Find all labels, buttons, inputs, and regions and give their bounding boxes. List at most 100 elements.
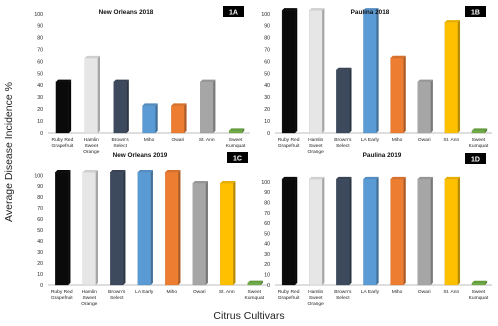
y-tick-label: 50 xyxy=(264,71,270,77)
bar xyxy=(336,69,350,134)
y-tick-label: 80 xyxy=(264,201,270,207)
y-tick-label: 50 xyxy=(37,228,43,234)
y-tick-label: 30 xyxy=(37,250,43,256)
panel-1a: 0 10 20 30 40 50 60 70 80 90 100 Ruby Red Grapefruit… xyxy=(34,6,250,155)
chart-title: Paulina 2019 xyxy=(363,152,402,159)
bar xyxy=(471,282,486,286)
bar-top xyxy=(229,128,245,131)
bar xyxy=(417,81,431,134)
category-label-line: St. Ann xyxy=(443,289,459,295)
bar-top xyxy=(171,103,187,106)
category-label: Miho xyxy=(144,137,155,143)
category-label-line: Miho xyxy=(392,137,403,143)
category-label-line: Owari xyxy=(418,137,431,143)
category-label-line: Sweet xyxy=(84,143,98,149)
x-axis-label: Citrus Cultivars xyxy=(213,310,284,322)
category-label: St. Ann xyxy=(443,137,459,143)
y-tick-label: 20 xyxy=(264,107,270,113)
bar xyxy=(55,172,69,286)
bar-top xyxy=(417,79,433,82)
category-label: Sweet Kumquat xyxy=(226,137,246,149)
category-label-line: Brown's xyxy=(108,289,126,295)
bar-top xyxy=(471,280,488,283)
y-tick-label: 0 xyxy=(40,131,43,137)
category-label-line: Select xyxy=(336,143,350,149)
category-label-line: Miho xyxy=(166,289,177,295)
y-tick-label: 100 xyxy=(34,173,43,179)
bar-side xyxy=(150,169,153,285)
category-label: Brown's Select xyxy=(334,137,352,149)
panel-tag: 1A xyxy=(229,9,238,16)
bar xyxy=(247,282,261,286)
category-label: Miho xyxy=(166,289,177,295)
y-tick-label: 60 xyxy=(37,59,43,65)
category-label-line: St. Ann xyxy=(219,289,235,295)
bar-side xyxy=(178,169,181,285)
category-label-line: Orange xyxy=(308,301,325,307)
y-tick-label: 40 xyxy=(264,242,270,248)
bar xyxy=(137,172,151,286)
bar xyxy=(309,10,323,134)
bar xyxy=(471,130,486,134)
bar-side xyxy=(295,176,298,285)
category-label-line: LA Early xyxy=(361,289,380,295)
category-label-line: Grapefruit xyxy=(52,143,74,149)
bar xyxy=(171,105,185,134)
bar-top xyxy=(363,176,379,180)
category-label: Hamlin Sweet Orange xyxy=(308,137,325,155)
bar-top xyxy=(336,67,352,70)
bar-top xyxy=(142,103,158,106)
bar-side xyxy=(295,8,298,133)
bar-top xyxy=(220,180,236,184)
y-tick-label: 60 xyxy=(264,59,270,65)
category-label: Brown's Select xyxy=(112,137,130,149)
category-label-line: Sweet xyxy=(229,137,243,143)
bar xyxy=(165,172,179,286)
bar-top xyxy=(113,79,129,82)
category-label-line: Ruby Red xyxy=(278,137,300,143)
bar xyxy=(363,178,377,286)
bar-top xyxy=(247,280,263,283)
category-label-line: Brown's xyxy=(334,289,352,295)
bar-top xyxy=(192,180,208,184)
y-tick-label: 80 xyxy=(37,36,43,42)
bar-top xyxy=(444,176,461,180)
category-label-line: Select xyxy=(110,295,124,301)
category-label-line: Select xyxy=(336,295,350,301)
category-label-line: LA Early xyxy=(361,137,380,143)
bar-top xyxy=(165,169,181,173)
category-label-line: Orange xyxy=(83,149,100,155)
y-tick-label: 70 xyxy=(264,211,270,217)
y-tick-label: 100 xyxy=(34,12,43,18)
bar xyxy=(390,178,404,286)
bar-side xyxy=(97,55,100,133)
y-tick-label: 40 xyxy=(264,83,270,89)
category-label-line: Sweet xyxy=(472,289,486,295)
bar-side xyxy=(457,20,461,133)
category-label-line: Brown's xyxy=(334,137,352,143)
category-label: St. Ann xyxy=(443,289,459,295)
bar-top xyxy=(471,128,488,131)
category-label: St. Ann xyxy=(199,137,215,143)
bar-top xyxy=(444,20,461,23)
y-tick-label: 20 xyxy=(264,262,270,268)
y-tick-label: 90 xyxy=(37,184,43,190)
y-tick-label: 60 xyxy=(264,221,270,227)
bar xyxy=(113,81,127,134)
bar-side xyxy=(184,103,187,133)
category-label-line: Owari xyxy=(193,289,206,295)
bar xyxy=(84,57,98,134)
y-tick-label: 70 xyxy=(37,48,43,54)
bar-top xyxy=(82,169,98,173)
bar-top xyxy=(309,176,325,180)
bar-top xyxy=(84,55,100,59)
y-tick-label: 10 xyxy=(264,273,270,279)
y-tick-label: 50 xyxy=(37,71,43,77)
category-label-line: Sweet xyxy=(309,143,323,149)
category-label: Ruby Red Grapefruit xyxy=(278,289,300,301)
category-label-line: Ruby Red xyxy=(51,289,73,295)
bar-top xyxy=(417,176,433,180)
y-tick-label: 10 xyxy=(264,119,270,125)
bar xyxy=(336,178,350,286)
category-label-line: Kumquat xyxy=(469,295,489,301)
